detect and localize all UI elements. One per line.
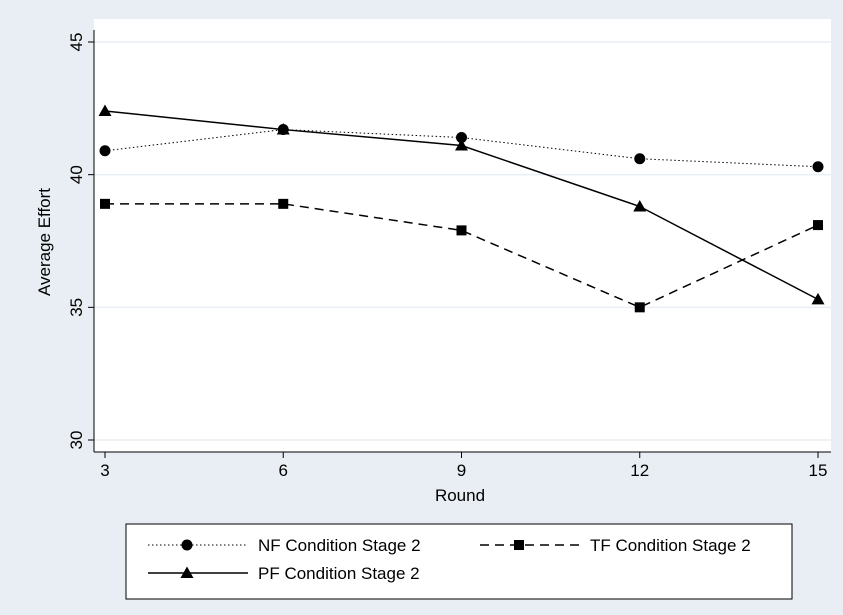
data-point-circle (812, 161, 824, 173)
legend-label: PF Condition Stage 2 (258, 564, 420, 583)
legend-item: TF Condition Stage 2 (480, 536, 751, 555)
x-tick-label: 6 (279, 461, 288, 480)
series-line (104, 129, 819, 168)
legend-marker-square (514, 540, 524, 550)
gridlines (94, 41, 831, 441)
data-point-circle (634, 153, 646, 165)
legend-items: NF Condition Stage 2 TF Condition Stage 2… (148, 536, 751, 583)
y-tick-label: 40 (67, 165, 86, 184)
legend-box (125, 523, 793, 600)
data-point-triangle (455, 138, 468, 151)
y-tick-label: 30 (67, 431, 86, 450)
data-point-square (634, 302, 645, 313)
data-point-square (278, 198, 289, 209)
data-point-circle (456, 132, 467, 144)
y-tick-label: 35 (67, 298, 86, 317)
data-point-circle (99, 145, 111, 157)
legend-marker-triangle (180, 566, 194, 578)
series-layer (98, 104, 825, 313)
series-square (100, 198, 823, 313)
data-point-square (456, 225, 467, 236)
x-tick-label: 3 (100, 461, 109, 480)
x-tick-label: 12 (630, 461, 649, 480)
x-tick-label: 9 (457, 461, 466, 480)
data-point-triangle (811, 292, 825, 305)
legend-item: PF Condition Stage 2 (148, 564, 420, 583)
x-tick-label: 15 (809, 461, 828, 480)
y-axis-title: Average Effort (35, 188, 54, 296)
legend-label: NF Condition Stage 2 (258, 536, 421, 555)
legend: NF Condition Stage 2 TF Condition Stage 2… (125, 523, 793, 600)
series-triangle (98, 104, 825, 305)
legend-marker-circle (181, 539, 193, 551)
legend-item: NF Condition Stage 2 (148, 536, 421, 555)
data-point-triangle (98, 104, 112, 116)
x-axis-title: Round (435, 486, 485, 505)
data-point-square (813, 220, 823, 231)
data-point-triangle (276, 123, 290, 135)
y-tick-label: 45 (67, 33, 86, 52)
data-point-triangle (633, 200, 647, 212)
plot-area (94, 19, 831, 452)
legend-label: TF Condition Stage 2 (590, 536, 751, 555)
series-line (105, 203, 819, 309)
data-point-square (100, 198, 110, 209)
axes: 30 35 40 45 3 6 9 12 15 (67, 30, 831, 480)
